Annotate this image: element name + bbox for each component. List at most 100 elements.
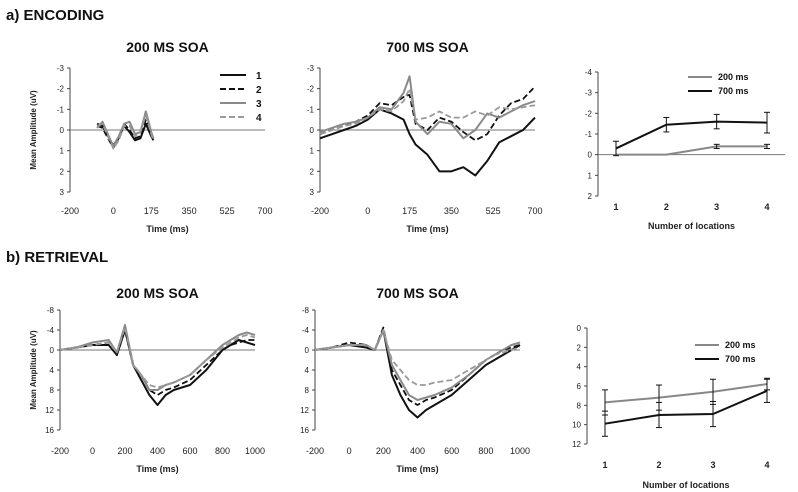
series-line-700-ms xyxy=(615,120,768,150)
legend-label: 200 ms xyxy=(718,72,749,82)
x-tick-label: 0 xyxy=(111,206,116,216)
y-tick-label: 16 xyxy=(45,426,54,435)
error-bar xyxy=(764,143,770,149)
x-tick-label: 0 xyxy=(365,206,370,216)
x-tick-label: 350 xyxy=(444,206,459,216)
x-tick-label: 200 xyxy=(117,446,132,456)
series-line-4 xyxy=(319,87,536,135)
x-tick-label: 525 xyxy=(220,206,235,216)
y-tick-label: 3 xyxy=(60,188,65,197)
error-bar xyxy=(713,143,720,149)
legend-label: 200 ms xyxy=(725,340,756,350)
x-tick-label: -200 xyxy=(306,446,324,456)
series-line-2 xyxy=(314,326,521,406)
series-line-4 xyxy=(96,114,155,150)
chart-ret200: 200 MS SOA -8 -4 0 4 8 12 16 -200 0 200 400 600 800 10… xyxy=(29,285,265,474)
x-tick-label: 3 xyxy=(714,202,719,212)
x-tick-label: -200 xyxy=(61,206,79,216)
x-tick-label: 700 xyxy=(527,206,542,216)
series-line-1 xyxy=(59,329,256,406)
y-tick-label: 6 xyxy=(577,382,582,391)
x-tick-label: 1000 xyxy=(510,446,530,456)
x-tick-label: 400 xyxy=(150,446,165,456)
series-line-3 xyxy=(314,329,521,401)
y-tick-label: 0 xyxy=(588,151,593,160)
y-tick-label: -2 xyxy=(57,85,65,94)
x-tick-label: -200 xyxy=(51,446,69,456)
y-tick-label: 12 xyxy=(572,440,581,449)
error-bar xyxy=(613,140,619,157)
y-axis-label: Mean Amplitude (uV) xyxy=(29,90,38,170)
series-line-2 xyxy=(319,85,536,142)
error-bar xyxy=(710,400,716,428)
error-bar xyxy=(663,116,670,133)
series-line-2 xyxy=(96,118,155,149)
legend-label: 1 xyxy=(256,71,262,82)
x-tick-label: 600 xyxy=(444,446,459,456)
x-tick-label: 525 xyxy=(486,206,501,216)
x-tick-label: 2 xyxy=(664,202,669,212)
error-bar xyxy=(713,113,720,130)
y-tick-label: 2 xyxy=(577,343,582,352)
x-axis-label: Time (ms) xyxy=(136,464,178,474)
error-bar xyxy=(764,111,770,134)
y-tick-label: -2 xyxy=(585,109,593,118)
x-tick-label: 800 xyxy=(478,446,493,456)
series-line-3 xyxy=(59,324,256,391)
series-line-4 xyxy=(314,329,521,386)
y-tick-label: 8 xyxy=(305,386,310,395)
y-tick-label: 4 xyxy=(577,363,582,372)
y-tick-label: 0 xyxy=(310,126,315,135)
y-tick-label: -3 xyxy=(57,64,65,73)
y-tick-label: -1 xyxy=(57,105,65,114)
x-axis-label: Time (ms) xyxy=(146,224,188,234)
x-tick-label: 1000 xyxy=(245,446,265,456)
y-tick-label: 0 xyxy=(305,346,310,355)
chart-title: 200 MS SOA xyxy=(116,285,198,301)
chart-title: 700 MS SOA xyxy=(386,39,468,55)
section-label-encoding: a) ENCODING xyxy=(6,7,104,24)
y-tick-label: 4 xyxy=(50,366,55,375)
x-tick-label: 3 xyxy=(710,460,715,470)
y-tick-label: 0 xyxy=(50,346,55,355)
series-line-2 xyxy=(59,326,255,396)
y-tick-label: 2 xyxy=(60,167,65,176)
x-tick-label: 175 xyxy=(402,206,417,216)
y-tick-label: -8 xyxy=(47,306,55,315)
y-tick-label: 3 xyxy=(310,188,315,197)
y-tick-label: -4 xyxy=(47,326,55,335)
x-tick-label: 4 xyxy=(764,202,769,212)
x-axis-label: Time (ms) xyxy=(396,464,438,474)
y-tick-label: 2 xyxy=(588,192,593,201)
y-tick-label: 4 xyxy=(305,366,310,375)
series-line-200-ms xyxy=(604,383,768,404)
series-line-1 xyxy=(314,329,521,419)
x-tick-label: 2 xyxy=(656,460,661,470)
chart-enc700: 700 MS SOA -3 -2 -1 0 1 2 3 -200 0 175 350 525 700 Tim… xyxy=(307,39,543,234)
y-tick-label: -2 xyxy=(307,85,315,94)
y-tick-label: -3 xyxy=(307,64,315,73)
y-tick-label: -1 xyxy=(585,130,593,139)
y-tick-label: 2 xyxy=(310,167,315,176)
legend-label: 700 ms xyxy=(718,86,749,96)
y-tick-label: 0 xyxy=(60,126,65,135)
chart-enc200: 200 MS SOA -3 -2 -1 0 1 2 3 -200 0 175 350 525 700 Tim… xyxy=(29,39,273,234)
x-tick-label: 700 xyxy=(257,206,272,216)
series-line-200-ms xyxy=(616,145,767,156)
series-line-1 xyxy=(319,108,536,177)
series-line-3 xyxy=(319,75,536,140)
chart-enc_summary: -4 -3 -2 -1 0 1 2 1 2 3 4 Number of locations 200 ms… xyxy=(585,68,785,231)
legend-label: 4 xyxy=(256,113,262,124)
y-tick-label: 1 xyxy=(310,147,315,156)
x-tick-label: -200 xyxy=(311,206,329,216)
y-tick-label: 12 xyxy=(45,406,54,415)
section-label-retrieval: b) RETRIEVAL xyxy=(6,249,108,266)
x-tick-label: 350 xyxy=(182,206,197,216)
series-line-700-ms xyxy=(604,389,768,425)
y-tick-label: -4 xyxy=(585,68,593,77)
x-tick-label: 200 xyxy=(376,446,391,456)
x-axis-label: Time (ms) xyxy=(406,224,448,234)
legend-label: 700 ms xyxy=(725,354,756,364)
x-tick-label: 400 xyxy=(410,446,425,456)
